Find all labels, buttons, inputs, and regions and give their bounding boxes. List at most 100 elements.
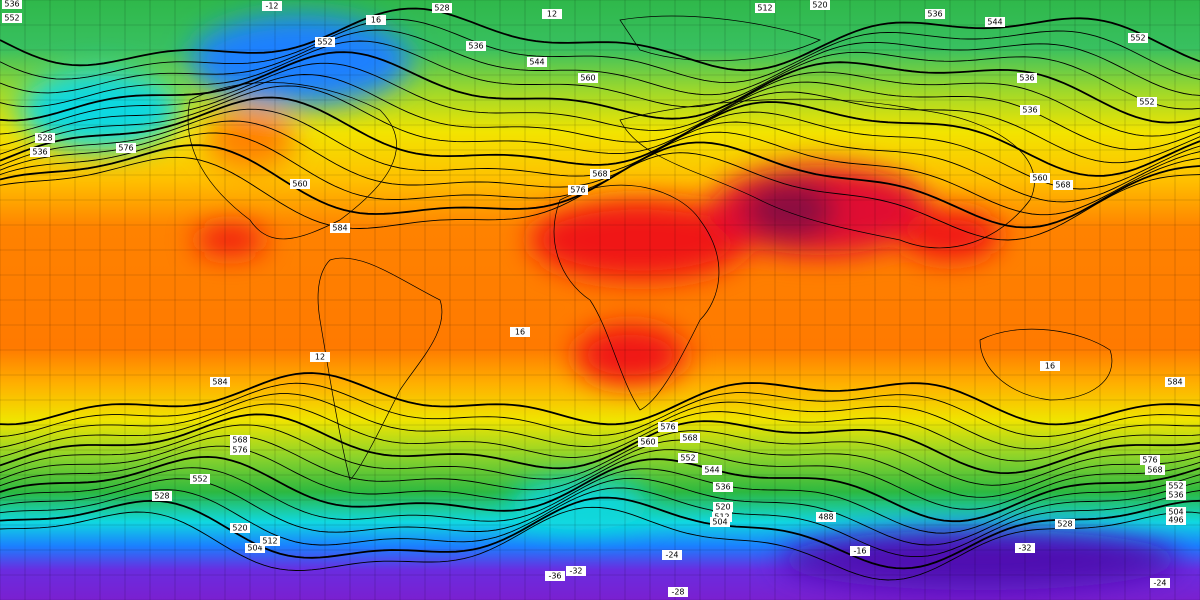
contour-north	[0, 74, 1200, 150]
label-box	[662, 550, 682, 560]
label-box	[1140, 455, 1160, 465]
coastline	[619, 15, 821, 62]
contour-label: 568	[1147, 466, 1162, 475]
contour-label: -36	[548, 572, 561, 581]
coastline	[979, 328, 1113, 401]
contour-label: 16	[1045, 362, 1055, 371]
contour-label: 552	[192, 475, 207, 484]
label-box	[545, 571, 565, 581]
contour-label: 488	[818, 513, 833, 522]
label-box	[590, 169, 610, 179]
contour-north	[0, 18, 1200, 84]
contour-north	[0, 96, 1200, 177]
label-box	[116, 143, 136, 153]
contour-label: -16	[853, 547, 866, 556]
contour-north	[0, 51, 1200, 124]
contour-label: 528	[154, 492, 169, 501]
label-box	[190, 474, 210, 484]
coastline	[187, 82, 397, 240]
label-box	[1020, 105, 1040, 115]
contour-south	[0, 424, 1200, 486]
contour-label: 496	[1168, 516, 1183, 525]
contour-label: 560	[1032, 174, 1047, 183]
label-box	[678, 453, 698, 463]
label-box	[713, 482, 733, 492]
contour-label: -12	[265, 2, 278, 11]
label-box	[1017, 73, 1037, 83]
contour-north	[0, 62, 1200, 137]
coastline	[317, 257, 443, 481]
contour-label: -24	[1153, 579, 1166, 588]
label-box	[1166, 481, 1186, 491]
contour-label: 528	[434, 4, 449, 13]
contour-label: 536	[4, 0, 19, 9]
contour-south	[0, 467, 1200, 534]
label-box	[230, 445, 250, 455]
contour-label: 560	[580, 74, 595, 83]
label-box	[2, 0, 22, 9]
label-box	[262, 1, 282, 11]
label-box	[713, 502, 733, 512]
label-box	[816, 512, 836, 522]
label-box	[1145, 465, 1165, 475]
contour-label: 536	[715, 483, 730, 492]
contour-label: 12	[547, 10, 557, 19]
label-box	[30, 147, 50, 157]
label-box	[1040, 361, 1060, 371]
contour-label: 584	[1167, 378, 1182, 387]
contour-label: 560	[292, 180, 307, 189]
label-box	[1053, 180, 1073, 190]
contour-label: 512	[757, 4, 772, 13]
contour-label: 576	[660, 423, 675, 432]
contour-label: -24	[665, 551, 678, 560]
height-contours	[0, 7, 1200, 581]
label-box	[568, 185, 588, 195]
contour-south	[0, 506, 1200, 581]
label-box	[245, 543, 265, 553]
label-box	[432, 3, 452, 13]
contour-label: 568	[232, 436, 247, 445]
contour-label: 576	[570, 186, 585, 195]
label-box	[315, 37, 335, 47]
label-box	[658, 422, 678, 432]
temperature-anomalies	[20, 15, 1180, 590]
label-box	[510, 327, 530, 337]
label-box	[810, 0, 830, 10]
contour-south	[0, 413, 1200, 475]
contour-north	[0, 120, 1200, 203]
contour-label: 584	[332, 224, 347, 233]
contour-label: 504	[1168, 508, 1183, 517]
contour-label: 504	[247, 544, 262, 553]
contour-label: 552	[1139, 98, 1154, 107]
contour-north	[0, 29, 1200, 96]
label-box	[850, 546, 870, 556]
label-box	[1030, 173, 1050, 183]
contour-label: 576	[118, 144, 133, 153]
label-box	[1166, 490, 1186, 500]
contour-south	[0, 372, 1200, 426]
label-box	[578, 73, 598, 83]
contour-south	[0, 496, 1200, 570]
label-box	[1165, 377, 1185, 387]
label-box	[330, 223, 350, 233]
contour-north	[0, 7, 1200, 72]
contour-label: 552	[4, 14, 19, 23]
contour-label: 512	[262, 537, 277, 546]
contour-label: 528	[37, 134, 52, 143]
label-box	[260, 536, 280, 546]
contour-label: 552	[317, 38, 332, 47]
label-box	[230, 435, 250, 445]
label-box	[1137, 97, 1157, 107]
contour-label: 536	[32, 148, 47, 157]
contour-label: 552	[1130, 34, 1145, 43]
label-box	[366, 15, 386, 25]
contour-south	[0, 434, 1200, 498]
contour-label: 568	[682, 434, 697, 443]
label-box	[638, 437, 658, 447]
contour-south	[0, 403, 1200, 462]
label-box	[152, 491, 172, 501]
coastline	[619, 98, 1035, 249]
contour-north	[0, 85, 1200, 164]
